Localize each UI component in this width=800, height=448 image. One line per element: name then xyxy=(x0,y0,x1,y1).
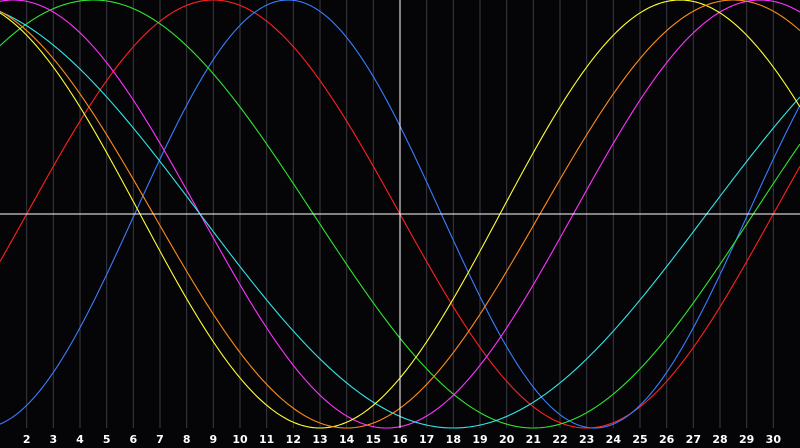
x-tick-label: 28 xyxy=(712,433,727,446)
x-tick-label: 3 xyxy=(50,433,58,446)
x-tick-label: 13 xyxy=(312,433,327,446)
x-tick-label: 22 xyxy=(552,433,567,446)
x-tick-label: 2 xyxy=(23,433,31,446)
x-tick-label: 14 xyxy=(339,433,355,446)
x-tick-label: 8 xyxy=(183,433,191,446)
x-tick-label: 26 xyxy=(659,433,675,446)
x-tick-label: 24 xyxy=(606,433,622,446)
x-tick-label: 27 xyxy=(686,433,701,446)
x-tick-label: 12 xyxy=(286,433,301,446)
x-tick-label: 9 xyxy=(210,433,218,446)
x-tick-label: 18 xyxy=(446,433,461,446)
axis-layer xyxy=(0,0,800,428)
x-tick-label: 6 xyxy=(130,433,138,446)
x-tick-label: 5 xyxy=(103,433,111,446)
x-tick-label: 17 xyxy=(419,433,434,446)
x-tick-label: 11 xyxy=(259,433,274,446)
x-tick-label: 29 xyxy=(739,433,754,446)
x-tick-label: 10 xyxy=(232,433,248,446)
x-tick-label: 19 xyxy=(472,433,487,446)
x-tick-label: 16 xyxy=(392,433,408,446)
x-tick-label: 21 xyxy=(526,433,541,446)
x-tick-label: 15 xyxy=(366,433,381,446)
x-tick-label: 23 xyxy=(579,433,594,446)
x-tick-label: 7 xyxy=(156,433,164,446)
x-tick-label: 30 xyxy=(766,433,782,446)
x-tick-label: 4 xyxy=(76,433,84,446)
x-tick-label: 25 xyxy=(632,433,647,446)
tick-labels: 2 3 4 5 6 7 8 9 10 11 12 13 14 15 16 17 18 19 20 21 22 23 24 25… xyxy=(23,433,781,446)
x-tick-label: 20 xyxy=(499,433,515,446)
